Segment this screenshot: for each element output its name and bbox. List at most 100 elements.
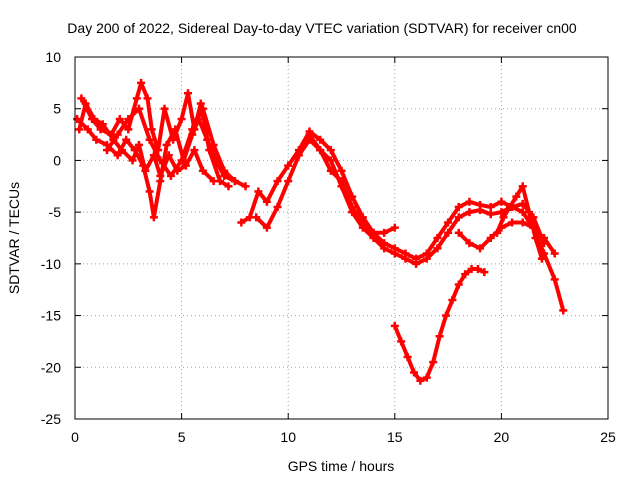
data-point	[380, 244, 389, 253]
data-point	[166, 171, 175, 180]
data-point	[403, 352, 412, 361]
data-point	[177, 156, 186, 165]
data-point	[559, 306, 568, 315]
data-point	[102, 146, 111, 155]
data-point	[401, 254, 410, 263]
data-point	[122, 135, 131, 144]
data-point	[156, 177, 165, 186]
data-point	[181, 161, 190, 170]
data-point	[518, 218, 527, 227]
y-tick-label: -15	[41, 308, 61, 324]
data-point	[252, 213, 261, 222]
series-line	[456, 220, 557, 256]
data-point	[203, 135, 212, 144]
x-tick-label: 20	[494, 429, 510, 445]
data-point	[132, 94, 141, 103]
data-point	[130, 146, 139, 155]
data-point	[497, 208, 506, 217]
data-point	[143, 94, 152, 103]
data-point	[429, 358, 438, 367]
data-point	[369, 228, 378, 237]
data-point	[77, 94, 86, 103]
x-tick-label: 0	[71, 429, 79, 445]
data-point	[92, 135, 101, 144]
data-point	[358, 218, 367, 227]
data-point	[215, 177, 224, 186]
data-point	[433, 244, 442, 253]
data-point	[337, 177, 346, 186]
y-tick-label: -20	[41, 359, 61, 375]
data-point	[88, 115, 97, 124]
data-point	[113, 130, 122, 139]
data-point	[230, 177, 239, 186]
data-point	[73, 115, 82, 124]
data-point	[512, 192, 521, 201]
data-point	[380, 228, 389, 237]
data-point	[465, 197, 474, 206]
data-point	[531, 234, 540, 242]
data-point	[326, 156, 335, 165]
data-point	[337, 166, 346, 175]
data-point	[537, 254, 546, 263]
data-point	[284, 177, 293, 186]
data-point	[134, 140, 143, 149]
data-point	[454, 213, 463, 222]
data-point	[390, 321, 399, 330]
data-point	[316, 135, 325, 144]
data-point	[476, 206, 485, 215]
x-tick-label: 15	[387, 429, 403, 445]
axis-tick-labels: 0 5 10 15 20 25 -25 -20 -15 -10 -5 0 5 10	[41, 49, 616, 445]
data-point	[422, 254, 431, 263]
data-point	[497, 197, 506, 206]
data-point	[177, 115, 186, 124]
data-point	[465, 239, 474, 248]
data-point	[486, 234, 495, 242]
grid	[75, 57, 608, 419]
data-point	[75, 125, 84, 134]
data-point	[473, 265, 482, 274]
plot-frame	[74, 56, 609, 420]
data-point	[390, 249, 399, 258]
data-point	[397, 337, 406, 346]
data-point	[416, 376, 425, 385]
data-point	[305, 130, 314, 139]
data-point	[444, 218, 453, 227]
data-point	[435, 332, 444, 341]
data-point	[262, 197, 271, 206]
data-point	[149, 213, 158, 222]
data-point	[198, 166, 207, 175]
data-point	[128, 156, 137, 165]
x-axis-label: GPS time / hours	[288, 458, 395, 474]
data-point	[124, 115, 133, 124]
data-point	[316, 146, 325, 155]
data-point	[486, 202, 495, 211]
series-line	[392, 267, 487, 383]
data-point	[220, 166, 229, 175]
data-point	[273, 177, 282, 186]
data-point	[190, 146, 199, 155]
data-point	[171, 125, 180, 134]
data-point	[493, 228, 502, 237]
data-point	[390, 223, 399, 232]
data-point	[480, 268, 489, 277]
y-tick-label: -10	[41, 256, 61, 272]
data-point	[160, 104, 169, 113]
data-point	[454, 228, 463, 237]
y-tick-label: 10	[45, 49, 61, 65]
data-point	[137, 78, 146, 87]
data-point	[409, 368, 418, 377]
data-point	[499, 213, 508, 222]
data-point	[448, 296, 457, 305]
data-point	[441, 311, 450, 320]
y-tick-label: -5	[49, 204, 62, 220]
data-point	[348, 202, 357, 211]
data-point	[224, 182, 233, 191]
data-point	[422, 373, 431, 382]
data-point	[273, 202, 282, 211]
data-point	[525, 208, 534, 217]
data-point	[486, 210, 495, 219]
data-point	[476, 244, 485, 253]
data-point	[284, 161, 293, 170]
data-point	[444, 228, 453, 237]
